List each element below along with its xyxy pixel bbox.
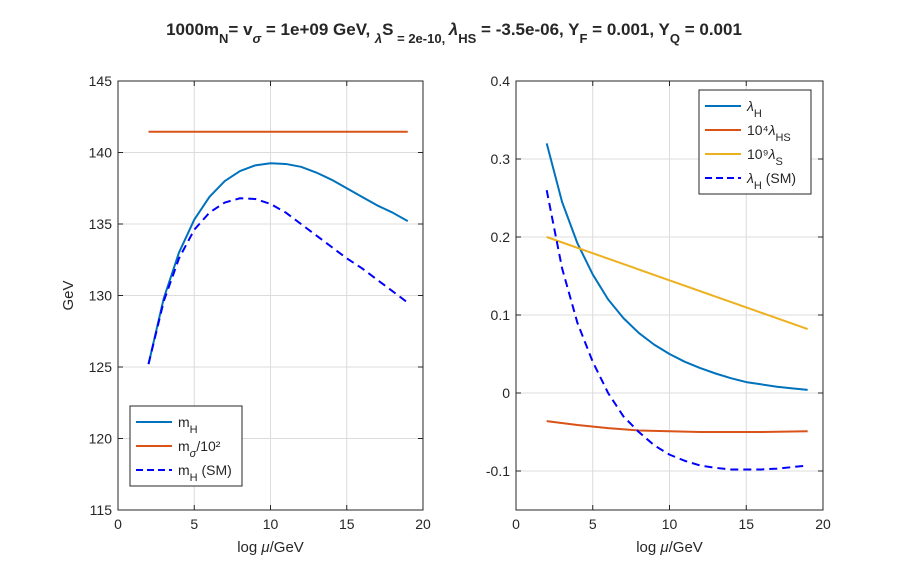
series-line-0 bbox=[147, 162, 409, 365]
legend-label-1: mσ/10² bbox=[178, 438, 221, 460]
series-line-3 bbox=[545, 190, 808, 471]
y-tick-label: 130 bbox=[89, 288, 113, 304]
x-tick-label: 15 bbox=[339, 516, 355, 532]
series-line-2 bbox=[546, 236, 808, 330]
x-tick-label: 5 bbox=[190, 516, 198, 532]
x-tick-label: 0 bbox=[114, 516, 122, 532]
figure-title: 1000mN= vσ = 1e+09 GeV, λS = 2e-10, λHS … bbox=[166, 20, 742, 46]
series-line-1 bbox=[546, 420, 808, 433]
legend-label-3: λH (SM) bbox=[746, 170, 796, 192]
legend-label-0: λH bbox=[746, 98, 762, 120]
series-line-0 bbox=[545, 143, 808, 391]
y-tick-label: 0.3 bbox=[491, 151, 511, 167]
legend-label-2: 10⁹λS bbox=[747, 146, 783, 168]
legend-label-0: mH bbox=[178, 414, 198, 436]
y-tick-label: 0 bbox=[502, 385, 510, 401]
y-tick-label: 120 bbox=[89, 431, 113, 447]
y-tick-label: 125 bbox=[89, 359, 113, 375]
y-tick-label: 145 bbox=[89, 73, 113, 89]
x-tick-label: 15 bbox=[738, 516, 754, 532]
x-tick-label: 0 bbox=[512, 516, 520, 532]
legend-label-2: mH (SM) bbox=[178, 462, 232, 484]
left-panel-mass-running: 0 5 10 15 20 115 120 125 130 135 140 145 log μ/GeV Ge… bbox=[60, 73, 431, 556]
y-tick-label: -0.1 bbox=[486, 463, 510, 479]
x-tick-label: 5 bbox=[589, 516, 597, 532]
x-tick-label: 20 bbox=[815, 516, 831, 532]
x-axis-label: log μ/GeV bbox=[636, 539, 703, 556]
y-tick-label: 0.2 bbox=[491, 229, 511, 245]
y-tick-label: 135 bbox=[89, 216, 113, 232]
right-panel-coupling-running: 0 5 10 15 20 -0.1 0 0.1 0.2 0.3 0.4 log μ/GeV λH10⁴λ… bbox=[486, 73, 831, 556]
x-tick-label: 10 bbox=[263, 516, 279, 532]
y-tick-label: 140 bbox=[89, 145, 113, 161]
x-tick-label: 10 bbox=[662, 516, 678, 532]
x-axis-label: log μ/GeV bbox=[237, 539, 304, 556]
legend-label-1: 10⁴λHS bbox=[747, 122, 791, 144]
y-tick-label: 115 bbox=[90, 502, 113, 518]
y-tick-label: 0.4 bbox=[491, 73, 511, 89]
series-line-2 bbox=[147, 197, 409, 365]
y-tick-label: 0.1 bbox=[491, 307, 511, 323]
x-tick-label: 20 bbox=[415, 516, 431, 532]
y-axis-label: GeV bbox=[60, 280, 77, 310]
legend-box bbox=[698, 89, 812, 195]
